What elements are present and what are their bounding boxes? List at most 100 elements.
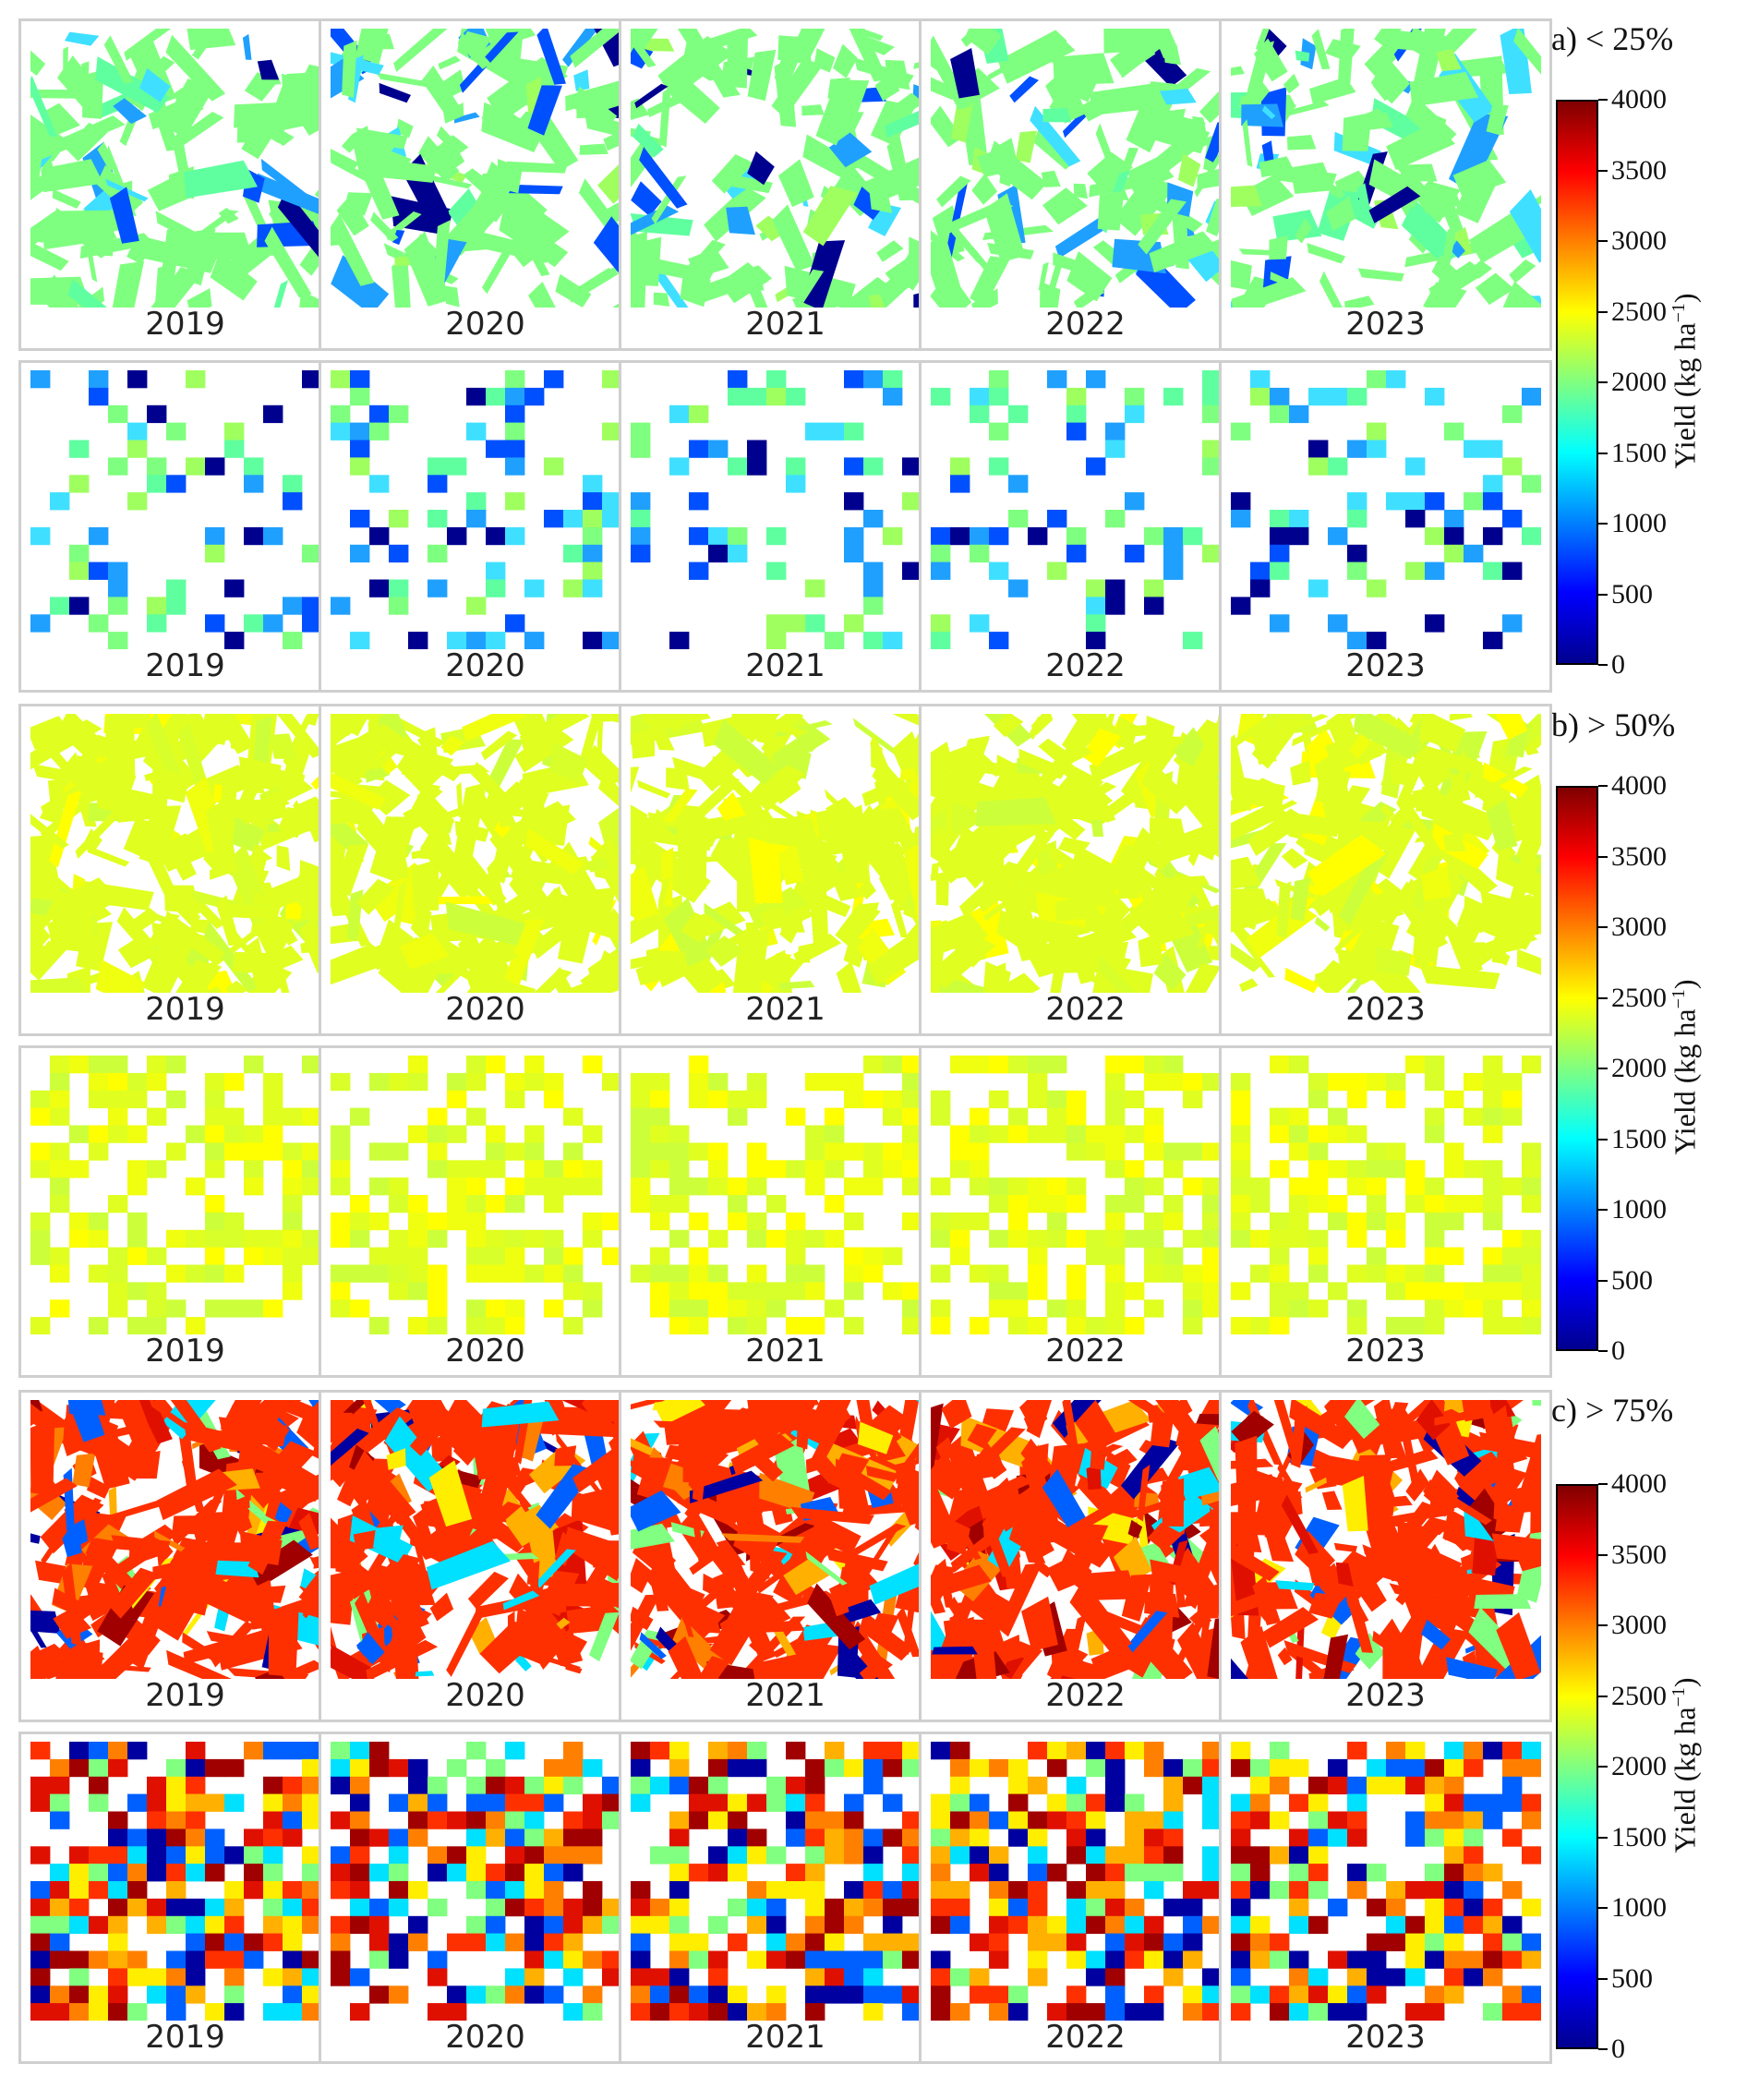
grid-cell	[1464, 1742, 1484, 1760]
map-field	[654, 1400, 705, 1426]
grid-cell	[147, 457, 167, 476]
year-label: 2022	[1045, 647, 1126, 684]
grid-cell	[186, 1915, 206, 1935]
map-field	[1349, 1417, 1400, 1454]
grid-cell	[1308, 1229, 1329, 1249]
grid-cell	[650, 1125, 670, 1143]
map-field	[1062, 714, 1107, 759]
grid-cell	[108, 1090, 128, 1109]
grid-cell	[883, 1985, 903, 2004]
map-field	[1066, 1648, 1089, 1667]
map-field	[527, 85, 562, 136]
grid-cell	[950, 1229, 970, 1249]
grid-cell	[902, 1742, 922, 1760]
grid-cell	[205, 1915, 225, 1935]
map-field	[440, 735, 465, 756]
grid-cell	[863, 1968, 884, 1986]
grid-cell	[1425, 2003, 1445, 2021]
map-field	[987, 242, 1034, 259]
grid-cell	[631, 422, 651, 441]
grid-cell	[631, 1968, 651, 1986]
colorbar-tick-label: 2500	[1611, 296, 1667, 327]
grid-cell	[563, 1282, 584, 1300]
grid-cell	[1347, 1793, 1367, 1812]
colorbar-tick-label: 2000	[1611, 1751, 1667, 1781]
grid-cell	[583, 1915, 603, 1935]
grid-cell	[428, 1950, 448, 1969]
grid-cell	[1086, 1828, 1106, 1847]
grid-cell	[350, 387, 370, 406]
year-label: 2022	[1045, 1677, 1126, 1714]
grid-cell	[186, 1177, 206, 1196]
grid-cell	[1444, 1776, 1464, 1795]
map-field	[1516, 948, 1541, 975]
grid-cell	[244, 1864, 264, 1882]
grid-cell	[331, 1758, 351, 1778]
grid-cell	[263, 1107, 283, 1126]
grid-cell	[1405, 1264, 1426, 1283]
field-yield-map	[631, 29, 941, 308]
grid-cell	[1425, 1299, 1445, 1318]
grid-cell	[1066, 1950, 1087, 1969]
grid-cell	[108, 1056, 128, 1074]
grid-cell	[1270, 1125, 1290, 1143]
grid-cell	[166, 1864, 187, 1882]
grid-cell	[825, 1915, 845, 1935]
grid-cell	[1231, 1177, 1251, 1196]
grid-cell	[602, 1247, 622, 1265]
colorbar-tick-label: 2500	[1611, 1680, 1667, 1711]
map-field	[64, 921, 96, 942]
map-field	[1270, 809, 1343, 838]
grid-cell	[283, 1160, 303, 1178]
map-field	[681, 911, 718, 943]
map-field	[872, 757, 927, 821]
grid-cell	[1105, 1247, 1126, 1265]
grid-cell	[728, 1212, 748, 1231]
year-label: 2020	[445, 991, 525, 1028]
grid-cell	[30, 1229, 51, 1249]
map-field	[853, 57, 914, 85]
grid-cell	[1405, 1317, 1426, 1334]
grid-cell	[408, 1758, 428, 1778]
grid-cell	[931, 1177, 951, 1196]
grid-cell	[1125, 1056, 1145, 1074]
grid-cell	[1367, 1160, 1387, 1178]
grid-cell	[1066, 1898, 1087, 1917]
grid-cell	[902, 1317, 922, 1334]
grid-cell	[1444, 1811, 1464, 1829]
grid-cell	[1144, 1107, 1164, 1126]
grid-cell	[863, 1056, 884, 1074]
grid-cell	[302, 1811, 322, 1829]
map-field	[1386, 122, 1455, 171]
grid-cell	[1105, 1742, 1126, 1760]
grid-cell	[1483, 1968, 1503, 1986]
map-field	[549, 742, 588, 784]
grid-cell	[563, 1160, 584, 1178]
grid-cell	[563, 1828, 584, 1847]
grid-cell	[883, 1247, 903, 1265]
map-field	[393, 29, 448, 72]
grid-cell	[669, 1160, 690, 1178]
grid-cell	[1047, 1212, 1067, 1231]
grid-cell	[1163, 1195, 1184, 1213]
map-field	[446, 1607, 488, 1677]
map-field	[681, 41, 707, 79]
grid-cell	[89, 1758, 109, 1778]
grid-cell	[602, 492, 622, 511]
map-field	[1136, 1510, 1150, 1554]
grid-cell	[689, 1142, 709, 1161]
grid-cell	[1105, 422, 1126, 441]
grid-yield-map	[931, 1742, 1241, 2021]
grid-cell	[544, 1776, 564, 1795]
grid-cell	[224, 1881, 245, 1900]
grid-cell	[1464, 1793, 1484, 1812]
grid-cell	[505, 492, 525, 511]
grid-cell	[786, 1212, 806, 1231]
grid-cell	[1105, 1933, 1126, 1951]
map-field	[554, 1445, 577, 1466]
field-map-panel: 2020	[319, 18, 652, 351]
map-field	[1281, 848, 1308, 869]
grid-cell	[1086, 1247, 1106, 1265]
map-field	[570, 29, 623, 68]
grid-cell	[728, 387, 748, 406]
